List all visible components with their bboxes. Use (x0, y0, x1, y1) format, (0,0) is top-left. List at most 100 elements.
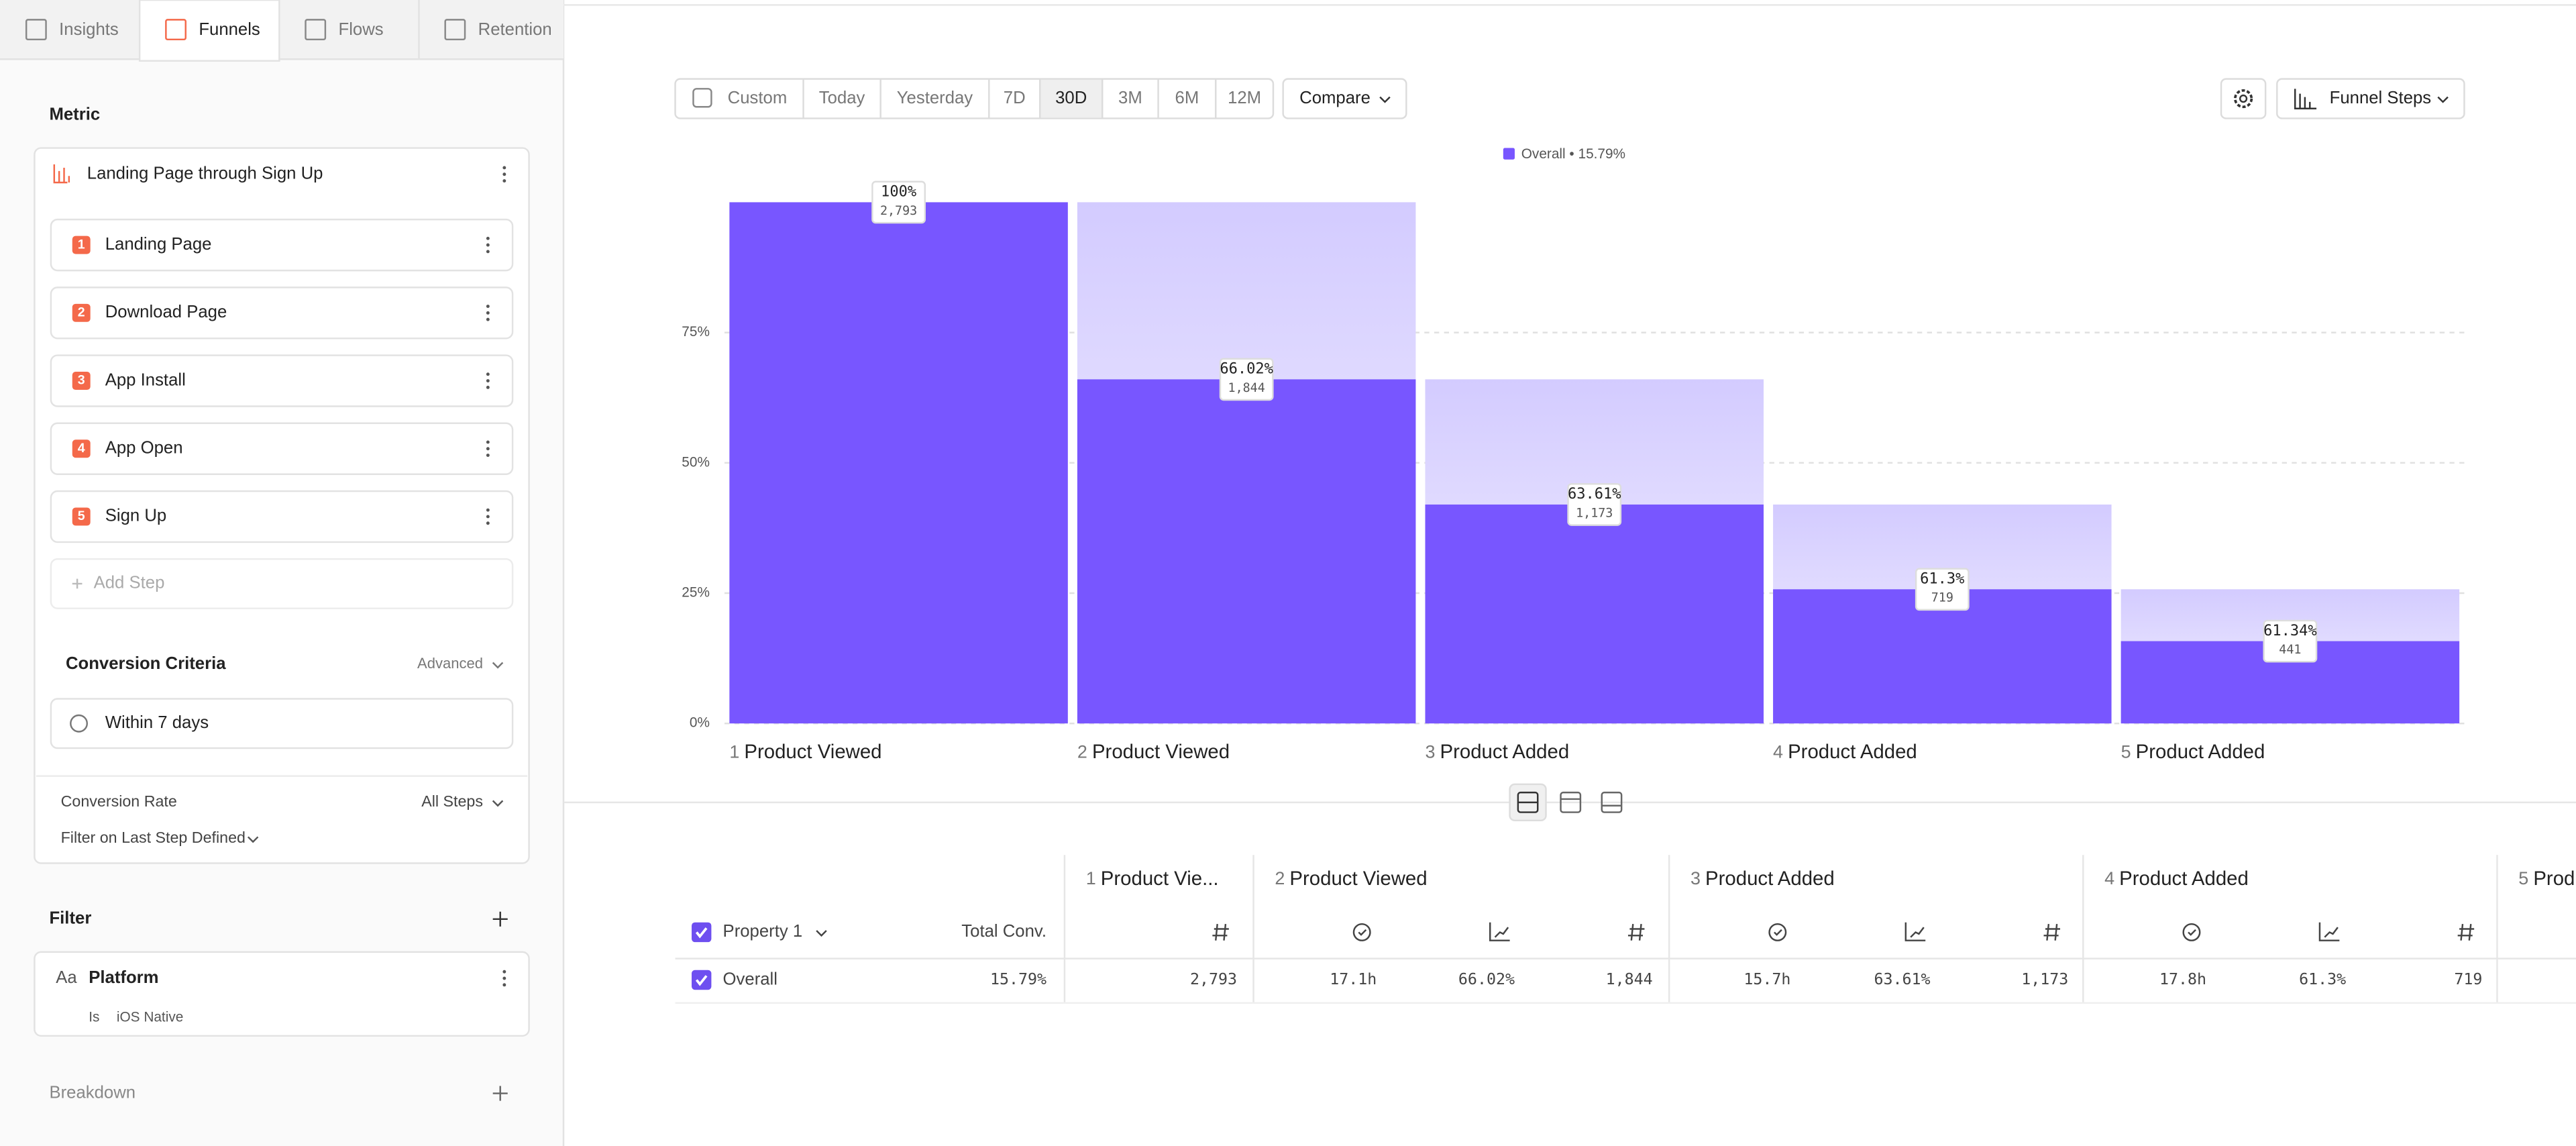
metric-name[interactable]: Landing Page through Sign Up (87, 164, 323, 183)
all-steps[interactable]: All Steps (421, 792, 483, 810)
view[interactable]: Funnel Steps (2330, 89, 2432, 107)
filter-property[interactable]: Platform (89, 968, 158, 987)
range[interactable]: 7D (1004, 89, 1026, 107)
cell: 17.1h (1330, 970, 1377, 988)
cell: 2,793 (1190, 970, 1237, 988)
step-label[interactable]: App Open (105, 439, 183, 458)
filter-value[interactable]: iOS Native (117, 1009, 183, 1025)
add-filter[interactable] (492, 911, 508, 927)
bar[interactable] (1425, 504, 1764, 724)
time-icon (2188, 929, 2196, 936)
conversion-label: 66.02% (1220, 361, 1273, 378)
filter-title: Filter (49, 909, 91, 928)
kebab[interactable] (502, 166, 506, 183)
step-label[interactable]: Sign Up (105, 507, 166, 525)
step-card[interactable] (50, 218, 514, 272)
step-number: 1 (1086, 868, 1096, 888)
tab-icon (25, 19, 47, 41)
step-number: 4 (78, 441, 85, 456)
layout-icon[interactable] (1601, 791, 1623, 813)
step-number: 4 (2104, 868, 2114, 888)
tab-icon (444, 19, 466, 41)
tab[interactable]: Funnels (199, 20, 260, 39)
settings-button[interactable] (2220, 78, 2267, 119)
property-header[interactable]: Property 1 (723, 922, 803, 941)
tab-active[interactable] (138, 0, 280, 62)
kebab[interactable] (486, 372, 490, 376)
compare[interactable]: Compare (1299, 89, 1371, 107)
kebab[interactable] (486, 508, 490, 512)
add-breakdown[interactable] (492, 1086, 508, 1101)
step-card[interactable] (50, 354, 514, 407)
check (695, 975, 708, 986)
step-number: 3 (1425, 741, 1435, 762)
filter-last[interactable]: Filter on Last Step Defined (61, 829, 246, 846)
kebab[interactable] (486, 305, 490, 308)
y-tick-label: 75% (682, 324, 710, 340)
kebab[interactable] (486, 243, 490, 247)
kebab[interactable] (486, 236, 490, 240)
kebab[interactable] (486, 515, 490, 519)
kebab[interactable] (486, 440, 490, 444)
step-card[interactable] (50, 422, 514, 475)
kebab[interactable] (486, 385, 490, 389)
checkbox[interactable] (692, 922, 712, 943)
chevron (1379, 96, 1391, 103)
step-number: 2 (78, 305, 85, 319)
step-badge (72, 507, 91, 526)
cell: 63.61% (1874, 970, 1931, 988)
tab[interactable]: Flows (338, 20, 383, 39)
bar[interactable] (729, 202, 1068, 724)
window-card[interactable] (50, 698, 514, 749)
checkbox[interactable] (692, 970, 712, 990)
bar[interactable] (1077, 379, 1416, 724)
step-label[interactable]: Landing Page (105, 235, 212, 254)
kebab[interactable] (486, 250, 490, 254)
count-icon (1627, 924, 1645, 941)
bar[interactable] (1773, 589, 2112, 724)
range[interactable]: 12M (1228, 89, 1261, 107)
step-card[interactable] (50, 490, 514, 543)
range[interactable]: 6M (1175, 89, 1199, 107)
count-icon (2457, 924, 2475, 941)
step-card[interactable] (50, 286, 514, 340)
kebab[interactable] (486, 317, 490, 321)
chevron (2437, 96, 2449, 103)
kebab[interactable] (486, 311, 490, 315)
view-button[interactable] (2276, 78, 2465, 119)
kebab[interactable] (502, 970, 506, 987)
advanced[interactable]: Advanced (417, 655, 483, 672)
kebab[interactable] (486, 447, 490, 451)
rate-icon (1489, 922, 1510, 941)
x-tick-label: Product Added (1788, 741, 1917, 763)
range[interactable]: Custom (728, 89, 788, 107)
time-icon (1358, 929, 1367, 936)
range[interactable]: Yesterday (897, 89, 973, 107)
y-tick-label: 0% (690, 715, 710, 731)
range[interactable]: Today (819, 89, 865, 107)
range[interactable]: 3M (1118, 89, 1142, 107)
compare-button[interactable] (1282, 78, 1407, 119)
tab[interactable]: Insights (59, 20, 119, 39)
gear-icon (2234, 89, 2253, 109)
step-label[interactable]: App Install (105, 370, 186, 389)
add-step-label[interactable]: Add Step (94, 574, 165, 592)
value-label-box (1219, 358, 1274, 401)
conversion-label: 100% (881, 184, 916, 201)
kebab[interactable] (486, 379, 490, 382)
step-badge (72, 303, 91, 322)
cell: 1,844 (1606, 970, 1653, 988)
chevron (492, 800, 504, 807)
kebab[interactable] (486, 454, 490, 457)
window[interactable]: Within 7 days (105, 713, 209, 732)
cell: 66.02% (1458, 970, 1515, 988)
tab[interactable]: Retention (478, 20, 552, 39)
step-label[interactable]: Download Page (105, 303, 227, 321)
step-number: 3 (1690, 868, 1701, 888)
kebab[interactable] (486, 521, 490, 525)
add-step[interactable] (50, 558, 514, 609)
range[interactable]: 30D (1055, 89, 1087, 107)
x-tick-label: Product Added (1440, 741, 1570, 763)
layout-icon[interactable] (1560, 791, 1582, 813)
tab-icon (165, 19, 186, 41)
